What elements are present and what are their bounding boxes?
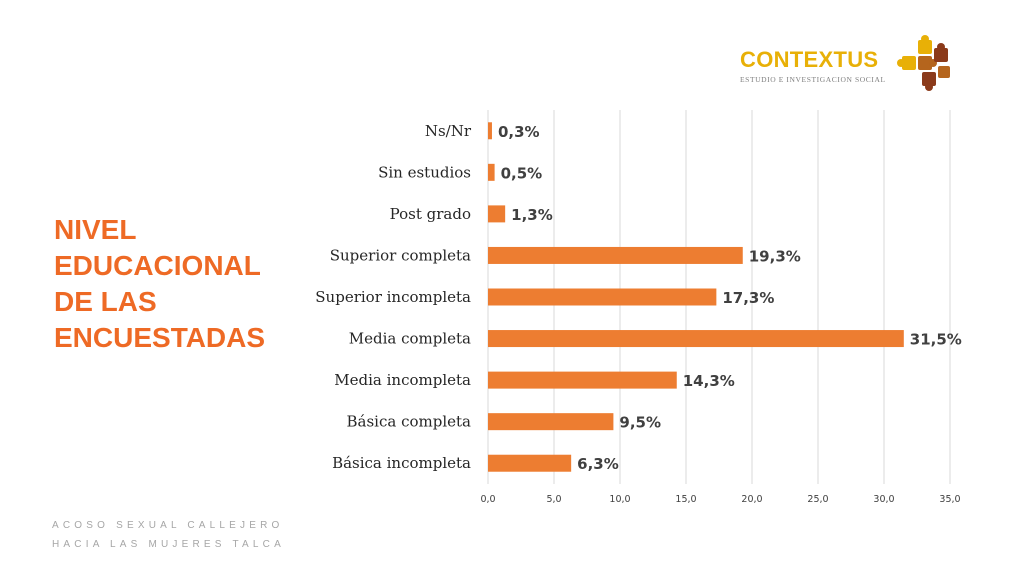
x-tick-label: 35,0 (939, 494, 960, 505)
puzzle-piece-right (934, 43, 948, 62)
category-label: Media incompleta (334, 371, 471, 389)
chart-value-labels: 0,3% 0,5% 1,3% 19,3% 17,3% 31,5% 14,3% 9,5% 6,3% (498, 123, 962, 473)
value-label: 19,3% (749, 247, 801, 265)
category-label: Básica incompleta (332, 454, 471, 472)
puzzle-piece-left (897, 56, 916, 70)
slide-footer: ACOSO SEXUAL CALLEJERO HACIA LAS MUJERES… (52, 516, 285, 554)
value-label: 9,5% (619, 414, 661, 432)
bar (488, 163, 495, 181)
puzzle-piece-bottom (922, 72, 936, 91)
value-label: 14,3% (683, 372, 735, 390)
value-label: 17,3% (722, 289, 774, 307)
x-tick-label: 15,0 (675, 494, 696, 505)
bar (488, 454, 572, 472)
category-label: Post grado (390, 205, 471, 223)
puzzle-pieces-icon (897, 35, 950, 91)
value-label: 6,3% (577, 455, 619, 473)
bar (488, 330, 904, 348)
category-label: Sin estudios (378, 163, 471, 181)
x-tick-label: 0,0 (480, 494, 495, 505)
value-label: 0,5% (501, 164, 543, 182)
bar (488, 246, 743, 264)
bar (488, 371, 677, 389)
x-tick-label: 5,0 (546, 494, 561, 505)
value-label: 31,5% (910, 331, 962, 349)
logo-name: CONTEXTUS (740, 47, 879, 72)
logo-tagline: ESTUDIO E INVESTIGACION SOCIAL (740, 75, 886, 84)
puzzle-piece-bottom-right (938, 66, 950, 78)
bar (488, 288, 717, 306)
category-label: Básica completa (347, 413, 472, 431)
chart-category-labels: Ns/Nr Sin estudios Post grado Superior comp… (315, 122, 472, 472)
category-label: Ns/Nr (425, 122, 472, 140)
category-label: Media completa (349, 330, 471, 348)
slide-title: NIVEL EDUCACIONAL DE LAS ENCUESTADAS (54, 214, 266, 353)
category-label: Superior completa (330, 246, 471, 264)
x-tick-label: 25,0 (807, 494, 828, 505)
value-label: 1,3% (511, 206, 553, 224)
chart-bars (488, 122, 904, 472)
puzzle-piece-top (918, 35, 932, 54)
footer-line-1: ACOSO SEXUAL CALLEJERO (52, 520, 284, 531)
category-label: Superior incompleta (315, 288, 471, 306)
x-tick-label: 10,0 (609, 494, 630, 505)
bar (488, 205, 506, 223)
x-tick-label: 30,0 (873, 494, 894, 505)
value-label: 0,3% (498, 123, 540, 141)
bar (488, 122, 492, 140)
footer-line-2: HACIA LAS MUJERES TALCA (52, 539, 285, 550)
bar (488, 413, 614, 431)
contextus-logo: CONTEXTUS ESTUDIO E INVESTIGACION SOCIAL (740, 34, 960, 94)
chart-x-tick-labels: 0,0 5,0 10,0 15,0 20,0 25,0 30,0 35,0 (480, 494, 960, 505)
x-tick-label: 20,0 (741, 494, 762, 505)
